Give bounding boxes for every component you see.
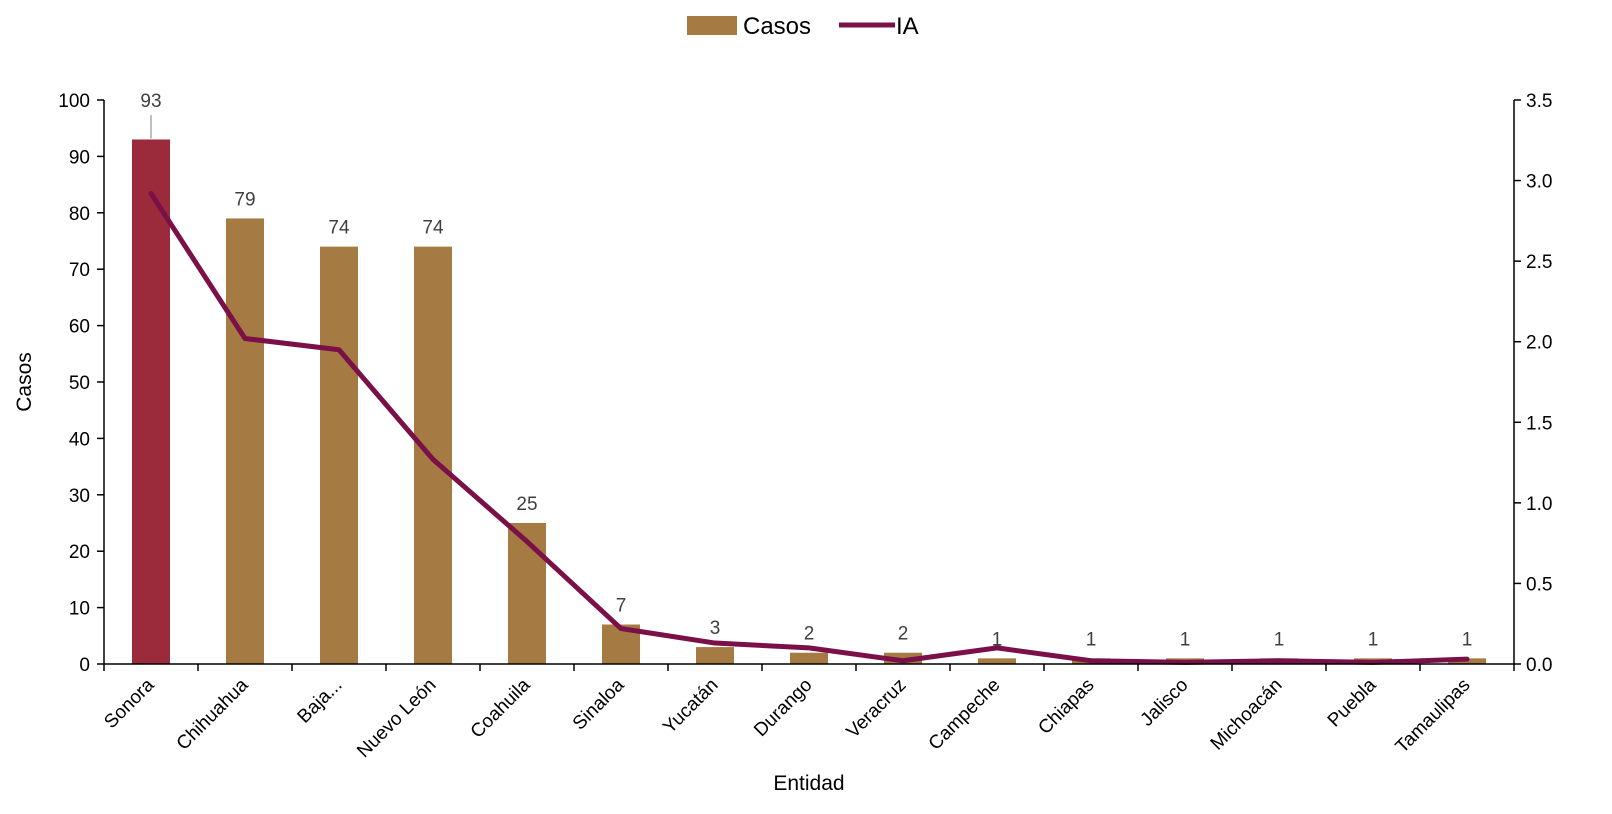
x-tick-label: Coahuila <box>467 674 535 742</box>
x-tick-label: Puebla <box>1324 674 1381 731</box>
bar-nuevo-león <box>414 246 452 664</box>
x-tick-label: Tamaulipas <box>1392 675 1475 758</box>
y-left-tick-label: 80 <box>69 204 90 225</box>
bar-chihuahua <box>226 218 264 664</box>
data-label: 74 <box>422 218 444 239</box>
x-tick-label: Sonora <box>100 674 158 732</box>
data-label: 1 <box>1274 629 1285 650</box>
bar-yucatán <box>696 647 734 664</box>
ia-line <box>148 190 1470 665</box>
x-tick-label: Yucatán <box>659 675 722 738</box>
data-label: 93 <box>140 91 161 112</box>
y-left-tick-label: 20 <box>69 542 90 563</box>
x-tick-label: Nuevo León <box>353 675 440 762</box>
data-label: 74 <box>328 218 350 239</box>
y-left-tick-label: 60 <box>69 317 90 338</box>
x-tick-label: Durango <box>750 675 816 741</box>
legend-label-casos: Casos <box>743 13 811 40</box>
bar-sonora <box>132 139 170 665</box>
data-label: 25 <box>516 494 537 515</box>
data-label: 1 <box>1180 629 1191 650</box>
y-left-tick-label: 100 <box>58 91 90 112</box>
y-right-tick-label: 2.5 <box>1526 252 1552 273</box>
data-label: 2 <box>898 624 909 645</box>
y-right-tick-label: 2.0 <box>1526 333 1552 354</box>
x-tick-label: Sinaloa <box>569 674 629 734</box>
x-tick-label: Michoacán <box>1207 675 1287 755</box>
legend-label-ia: IA <box>896 13 919 40</box>
data-label: 1 <box>992 629 1003 650</box>
x-tick-label: Baja... <box>294 675 347 728</box>
bar-baja- <box>320 246 358 664</box>
data-label: 1 <box>1462 629 1473 650</box>
data-label: 1 <box>1086 629 1097 650</box>
y-left-tick-label: 30 <box>69 486 90 507</box>
data-label: 79 <box>234 189 255 210</box>
bar-campeche <box>978 658 1016 664</box>
y-left-tick-label: 0 <box>79 655 90 676</box>
bar-durango <box>790 652 828 664</box>
data-label: 7 <box>616 596 627 617</box>
y-right-tick-label: 0.0 <box>1526 655 1552 676</box>
x-axis-title: Entidad <box>773 772 844 795</box>
data-labels: 93 79 74 74 25 7 3 2 2 1 1 1 1 1 1 <box>140 91 1472 650</box>
y-right-tick-label: 3.0 <box>1526 172 1552 193</box>
x-tick-label: Jalisco <box>1137 675 1193 731</box>
y-axis-title: Casos <box>13 352 36 412</box>
x-tick-label: Veracruz <box>843 675 911 743</box>
legend-swatch-casos <box>687 16 737 35</box>
y-right-tick-label: 1.5 <box>1526 413 1552 434</box>
y-left-tick-label: 40 <box>69 429 90 450</box>
y-right-tick-label: 3.5 <box>1526 91 1552 112</box>
x-tick-label: Chiapas <box>1034 675 1098 739</box>
y-left-tick-label: 90 <box>69 147 90 168</box>
y-left-tick-label: 10 <box>69 599 90 620</box>
line-series-ia <box>148 190 1470 665</box>
legend: Casos IA <box>687 13 919 40</box>
bar-coahuila <box>508 523 546 664</box>
x-tick-label: Campeche <box>925 675 1005 755</box>
y-right-tick-label: 1.0 <box>1526 494 1552 515</box>
y-left-tick-label: 70 <box>69 260 90 281</box>
data-label: 3 <box>710 618 721 639</box>
data-label: 1 <box>1368 629 1379 650</box>
y-left-tick-label: 50 <box>69 373 90 394</box>
x-tick-label: Chihuahua <box>173 674 253 754</box>
data-label: 2 <box>804 624 815 645</box>
y-right-tick-label: 0.5 <box>1526 574 1552 595</box>
